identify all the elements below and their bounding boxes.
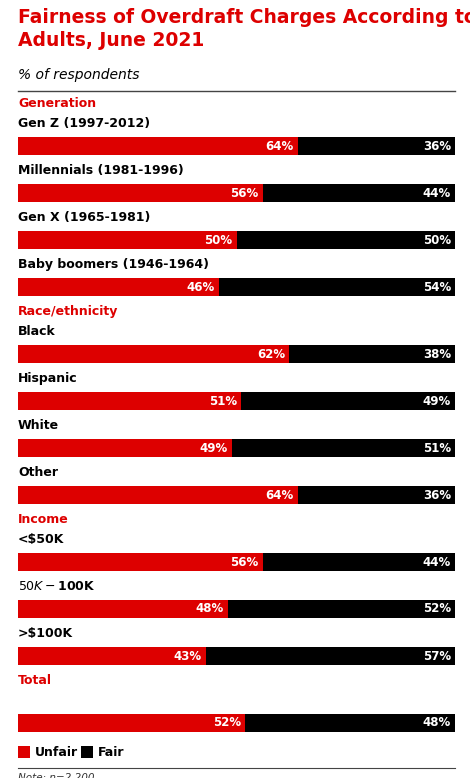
Bar <box>298 486 455 504</box>
Text: White: White <box>18 419 59 432</box>
Bar <box>18 746 30 758</box>
Text: Note: n=2,200
Source: Morning Consult as cited in company blog, June 15, 2021: Note: n=2,200 Source: Morning Consult as… <box>18 773 358 778</box>
Text: 57%: 57% <box>423 650 451 663</box>
Text: 64%: 64% <box>266 139 294 152</box>
Text: 44%: 44% <box>423 555 451 569</box>
Text: Black: Black <box>18 325 56 338</box>
Text: Gen X (1965-1981): Gen X (1965-1981) <box>18 211 150 224</box>
Bar <box>18 184 263 202</box>
Bar <box>18 714 245 732</box>
Bar <box>228 600 455 618</box>
Bar <box>18 278 219 296</box>
Text: 54%: 54% <box>423 281 451 293</box>
Text: 50%: 50% <box>204 233 233 247</box>
Text: Fair: Fair <box>98 745 125 759</box>
Text: 56%: 56% <box>230 187 258 199</box>
Text: 49%: 49% <box>200 441 228 454</box>
Text: 38%: 38% <box>423 348 451 360</box>
Bar <box>241 392 455 410</box>
Bar <box>18 486 298 504</box>
Bar <box>18 647 206 665</box>
Bar <box>18 137 298 155</box>
Text: 52%: 52% <box>213 717 241 730</box>
Text: Income: Income <box>18 513 69 526</box>
Bar <box>18 600 228 618</box>
Text: 50%: 50% <box>423 233 451 247</box>
Bar <box>18 439 232 457</box>
Text: Other: Other <box>18 466 58 479</box>
Text: Hispanic: Hispanic <box>18 372 78 385</box>
Text: 56%: 56% <box>230 555 258 569</box>
Bar <box>263 184 455 202</box>
Text: Unfair: Unfair <box>35 745 78 759</box>
Bar <box>18 345 289 363</box>
Bar <box>18 553 263 571</box>
Text: 43%: 43% <box>174 650 202 663</box>
Bar <box>81 746 93 758</box>
Text: Fairness of Overdraft Charges According to US
Adults, June 2021: Fairness of Overdraft Charges According … <box>18 8 470 50</box>
Text: 36%: 36% <box>423 139 451 152</box>
Text: 51%: 51% <box>209 394 237 408</box>
Text: Race/ethnicity: Race/ethnicity <box>18 305 118 318</box>
Text: Gen Z (1997-2012): Gen Z (1997-2012) <box>18 117 150 130</box>
Text: 44%: 44% <box>423 187 451 199</box>
Bar <box>245 714 455 732</box>
Text: Generation: Generation <box>18 97 96 110</box>
Text: >$100K: >$100K <box>18 627 73 640</box>
Text: 51%: 51% <box>423 441 451 454</box>
Bar <box>263 553 455 571</box>
Text: 52%: 52% <box>423 602 451 615</box>
Bar <box>18 392 241 410</box>
Text: <$50K: <$50K <box>18 533 64 546</box>
Bar <box>232 439 455 457</box>
Text: Millennials (1981-1996): Millennials (1981-1996) <box>18 164 184 177</box>
Bar <box>18 231 236 249</box>
Text: Total: Total <box>18 674 52 687</box>
Bar <box>289 345 455 363</box>
Bar <box>298 137 455 155</box>
Text: 64%: 64% <box>266 489 294 502</box>
Text: $50K-$100K: $50K-$100K <box>18 580 95 593</box>
Bar <box>236 231 455 249</box>
Text: 36%: 36% <box>423 489 451 502</box>
Text: 46%: 46% <box>187 281 215 293</box>
Text: Baby boomers (1946-1964): Baby boomers (1946-1964) <box>18 258 209 271</box>
Text: 48%: 48% <box>196 602 224 615</box>
Text: 62%: 62% <box>257 348 285 360</box>
Bar <box>219 278 455 296</box>
Bar <box>206 647 455 665</box>
Text: 48%: 48% <box>423 717 451 730</box>
Text: % of respondents: % of respondents <box>18 68 140 82</box>
Text: 49%: 49% <box>423 394 451 408</box>
